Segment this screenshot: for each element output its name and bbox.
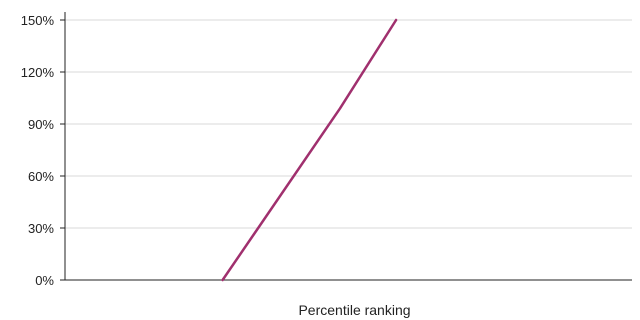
y-tick-label: 30%: [28, 221, 54, 236]
x-axis-title: Percentile ranking: [298, 302, 410, 318]
y-tick-label: 90%: [28, 117, 54, 132]
y-tick-label: 0%: [35, 273, 54, 288]
y-axis-ticks: 0% 30% 60% 90% 120% 150%: [21, 13, 65, 288]
gridlines: [65, 19, 632, 229]
series-line: [221, 18, 398, 282]
series-layer: [221, 18, 398, 282]
y-tick-label: 60%: [28, 169, 54, 184]
y-tick-label: 120%: [21, 65, 55, 80]
y-tick-label: 150%: [21, 13, 55, 28]
